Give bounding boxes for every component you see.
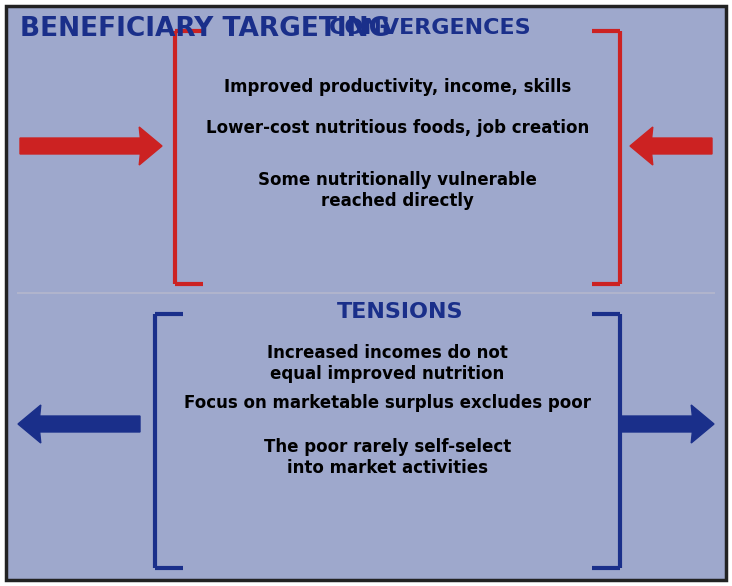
- Text: Focus on marketable surplus excludes poor: Focus on marketable surplus excludes poo…: [184, 394, 591, 412]
- Text: Lower-cost nutritious foods, job creation: Lower-cost nutritious foods, job creatio…: [206, 119, 589, 137]
- Text: Some nutritionally vulnerable
reached directly: Some nutritionally vulnerable reached di…: [258, 171, 537, 210]
- Text: BENEFICIARY TARGETING: BENEFICIARY TARGETING: [20, 16, 390, 42]
- FancyArrow shape: [20, 127, 162, 165]
- Text: The poor rarely self-select
into market activities: The poor rarely self-select into market …: [264, 438, 511, 477]
- Text: CONVERGENCES: CONVERGENCES: [329, 18, 531, 38]
- Text: Increased incomes do not
equal improved nutrition: Increased incomes do not equal improved …: [267, 344, 508, 383]
- FancyArrow shape: [622, 405, 714, 443]
- Text: TENSIONS: TENSIONS: [337, 302, 463, 322]
- Text: Improved productivity, income, skills: Improved productivity, income, skills: [224, 78, 571, 96]
- FancyArrow shape: [18, 405, 140, 443]
- FancyArrow shape: [630, 127, 712, 165]
